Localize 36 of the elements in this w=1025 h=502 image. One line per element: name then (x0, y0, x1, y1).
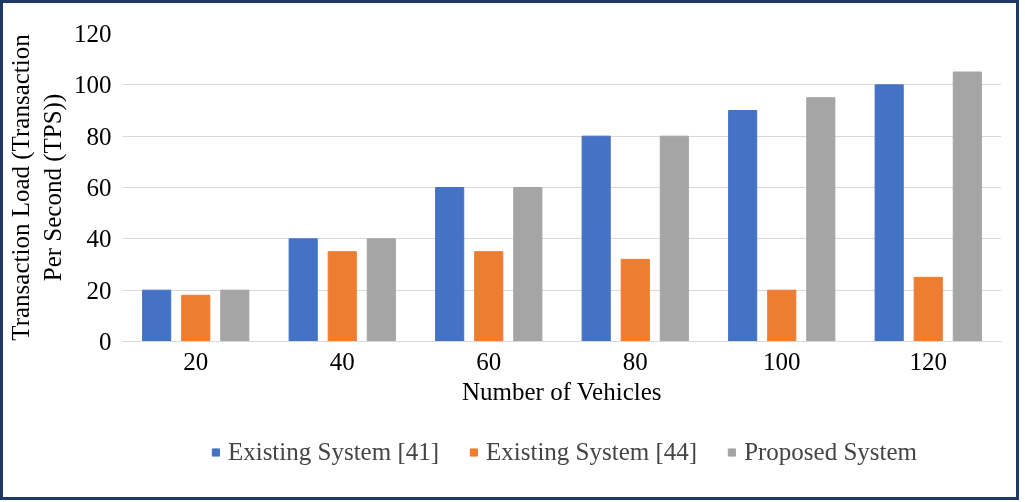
x-tick-label: 100 (763, 347, 801, 375)
bar (728, 110, 758, 342)
bar (327, 251, 357, 342)
bar (142, 289, 172, 342)
bar (806, 97, 836, 342)
bar (435, 187, 465, 342)
y-tick-label: 120 (74, 20, 112, 47)
y-tick-label: 60 (86, 174, 112, 201)
legend-label: Proposed System (744, 438, 918, 466)
bar (659, 135, 689, 342)
bar (366, 238, 396, 342)
bar (913, 276, 943, 342)
x-tick-label: 20 (183, 347, 209, 375)
x-tick-label: 120 (909, 347, 947, 375)
bar (581, 135, 611, 342)
bar (874, 84, 904, 342)
y-tick-label: 100 (74, 71, 112, 99)
legend-label: Existing System [44] (486, 438, 698, 466)
y-tick-label: 40 (86, 225, 112, 253)
bar (513, 187, 543, 342)
bar (288, 238, 318, 342)
x-tick-label: 60 (476, 347, 502, 375)
bar (952, 71, 982, 342)
x-tick-label: 40 (329, 347, 355, 375)
legend-label: Existing System [41] (227, 438, 440, 466)
bar (220, 289, 250, 342)
y-tick-label: 80 (86, 122, 112, 150)
y-tick-label: 20 (86, 276, 112, 304)
x-axis-title: Number of Vehicles (462, 377, 662, 405)
y-axis-title: Transaction Load (Transaction Per Second (TPS)) (6, 33, 67, 341)
bar (767, 289, 797, 342)
bar (474, 251, 504, 342)
y-tick-label: 0 (99, 328, 112, 355)
bar (620, 258, 650, 342)
x-tick-label: 80 (622, 347, 648, 375)
bar (181, 294, 211, 342)
